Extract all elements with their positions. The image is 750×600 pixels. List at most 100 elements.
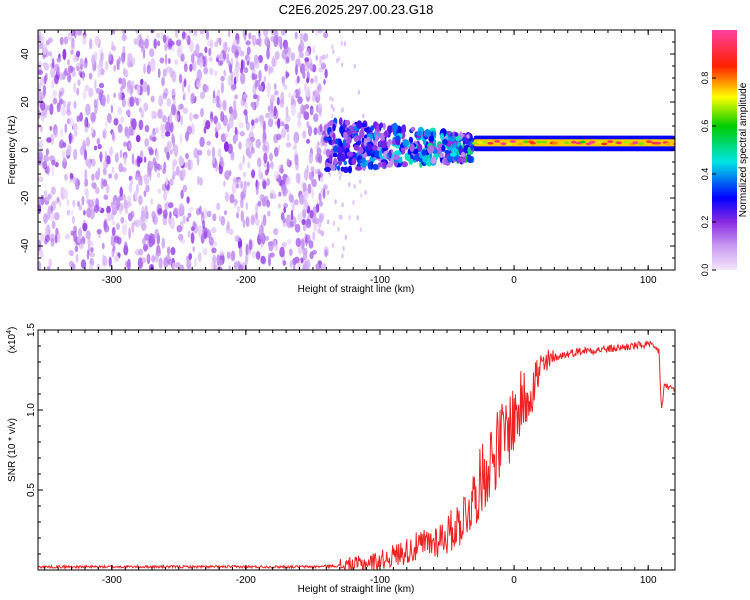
spectrogram-noise-blob — [166, 184, 170, 191]
spectrogram-noise-blob — [209, 39, 214, 50]
spectrogram-noise-blob — [43, 213, 48, 224]
spectrogram-noise-blob — [233, 100, 237, 110]
spectrogram-noise-blob — [111, 251, 115, 258]
spectrogram-noise-blob — [323, 78, 326, 85]
spectrogram-noise-blob — [183, 79, 187, 88]
spectrogram-noise-blob — [90, 158, 96, 167]
spectrogram-noise-blob — [266, 161, 270, 173]
spectrogram-noise-blob — [233, 201, 237, 208]
spectrogram-noise-blob — [157, 208, 163, 215]
spectrogram-noise-blob — [138, 119, 144, 131]
spectrogram-noise-blob — [46, 137, 52, 143]
spectrogram-noise-blob — [218, 259, 223, 266]
spectrogram-transition-blob — [324, 161, 329, 168]
spectrogram-noise-blob — [332, 49, 335, 55]
spectrogram-noise-blob — [111, 226, 116, 236]
spectrogram-noise-blob — [262, 129, 266, 142]
spectrogram-noise-blob — [245, 201, 248, 211]
spectrogram-noise-blob — [293, 91, 297, 97]
spectrogram-noise-blob — [40, 109, 45, 122]
spectrogram-signal-blob — [506, 142, 513, 146]
snr-xtick-label: -100 — [370, 575, 390, 586]
spectrogram-noise-blob — [342, 246, 345, 251]
spectrogram-noise-blob — [178, 73, 183, 84]
spectrogram-noise-blob — [156, 32, 161, 39]
spectrogram-noise-blob — [188, 112, 193, 122]
spectrogram-noise-blob — [157, 68, 161, 79]
spectrogram-noise-blob — [215, 131, 219, 139]
spectrogram-noise-blob — [175, 39, 182, 47]
spectrogram-noise-blob — [310, 166, 315, 172]
spectrogram-noise-blob — [262, 138, 266, 145]
spectrogram-noise-blob — [187, 212, 192, 218]
spectrogram-transition-blob — [439, 153, 444, 158]
spectrogram-noise-blob — [150, 95, 155, 103]
spectrogram-noise-blob — [353, 63, 356, 69]
spectrogram-noise-blob — [307, 183, 312, 194]
spectrogram-signal-blob — [655, 141, 662, 145]
spectrogram-ytick-label: 20 — [20, 96, 31, 108]
spectrogram-transition-blob — [408, 158, 414, 165]
spectrogram-noise-blob — [145, 211, 149, 220]
spectrogram-signal-blob — [646, 140, 653, 144]
spectrogram-noise-blob — [76, 87, 80, 96]
spectrogram-noise-blob — [341, 253, 344, 259]
spectrogram-noise-blob — [165, 121, 171, 133]
spectrogram-noise-blob — [161, 237, 166, 249]
spectrogram-noise-blob — [359, 227, 363, 233]
spectrogram-noise-blob — [319, 123, 323, 133]
spectrogram-noise-blob — [231, 182, 237, 195]
spectrogram-noise-blob — [257, 167, 262, 179]
spectrogram-noise-blob — [286, 57, 290, 64]
spectrogram-noise-blob — [323, 147, 327, 155]
spectrogram-transition-blob — [410, 126, 416, 132]
spectrogram-noise-blob — [106, 205, 111, 214]
spectrogram-noise-blob — [264, 63, 268, 72]
spectrogram-transition-blob — [323, 137, 331, 141]
spectrogram-noise-blob — [223, 69, 226, 77]
spectrogram-noise-blob — [274, 90, 279, 96]
spectrogram-noise-blob — [219, 250, 225, 256]
spectrogram-noise-blob — [82, 34, 87, 45]
spectrogram-noise-blob — [200, 107, 204, 118]
spectrogram-noise-blob — [304, 189, 309, 200]
spectrogram-noise-blob — [344, 234, 347, 240]
spectrogram-noise-blob — [318, 201, 323, 207]
spectrogram-noise-blob — [199, 177, 203, 186]
spectrogram-noise-blob — [59, 36, 64, 46]
spectrogram-noise-blob — [169, 178, 174, 186]
spectrogram-noise-blob — [75, 253, 79, 263]
spectrogram-noise-blob — [217, 148, 222, 158]
spectrogram-noise-blob — [111, 45, 117, 52]
spectrogram-noise-blob — [260, 255, 266, 264]
spectrogram-noise-blob — [97, 143, 102, 150]
spectrogram-noise-blob — [303, 111, 310, 121]
spectrogram-noise-blob — [309, 61, 313, 72]
spectrogram-noise-blob — [83, 209, 86, 216]
spectrogram-signal-blob — [585, 142, 592, 146]
spectrogram-noise-blob — [54, 212, 60, 221]
spectrogram-noise-blob — [208, 67, 214, 76]
spectrogram-noise-blob — [212, 155, 215, 165]
spectrogram-noise-blob — [48, 258, 52, 268]
spectrogram-noise-blob — [144, 124, 150, 133]
spectrogram-noise-blob — [255, 138, 261, 149]
spectrogram-noise-blob — [100, 52, 104, 62]
spectrogram-noise-blob — [103, 224, 110, 233]
spectrogram-noise-blob — [278, 191, 282, 197]
spectrogram-noise-blob — [255, 203, 259, 214]
spectrogram-noise-blob — [101, 242, 105, 250]
spectrogram-noise-blob — [193, 60, 197, 72]
spectrogram-noise-blob — [45, 156, 50, 162]
spectrogram-noise-blob — [212, 213, 217, 222]
spectrogram-noise-blob — [286, 158, 290, 166]
spectrogram-noise-blob — [211, 226, 217, 234]
spectrogram-noise-blob — [270, 94, 276, 102]
spectrogram-noise-blob — [176, 225, 183, 233]
spectrogram-transition-blob — [421, 149, 427, 156]
spectrogram-transition-blob — [348, 165, 352, 174]
spectrogram-noise-blob — [190, 92, 195, 105]
spectrogram-transition-blob — [447, 130, 451, 136]
spectrogram-noise-blob — [131, 118, 137, 130]
spectrogram-noise-blob — [95, 87, 101, 94]
